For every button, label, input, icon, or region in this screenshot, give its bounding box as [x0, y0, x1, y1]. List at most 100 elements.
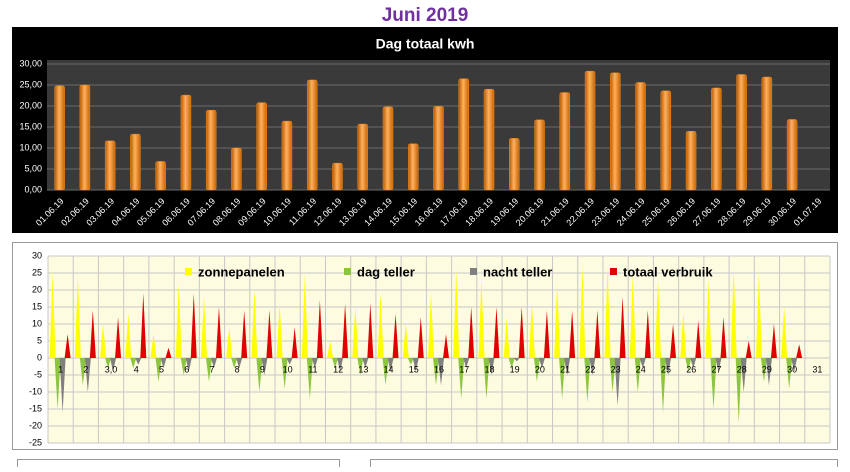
y-tick-label: -10 — [29, 386, 42, 396]
bar — [205, 109, 217, 191]
spike — [407, 358, 414, 365]
spike — [200, 296, 207, 358]
bar — [534, 119, 545, 191]
x-tick-label: 12 — [333, 364, 343, 374]
spike — [59, 358, 66, 413]
spike — [417, 317, 424, 358]
spike — [533, 358, 540, 382]
spike — [634, 358, 641, 392]
bar — [281, 120, 293, 191]
spike — [165, 347, 172, 358]
x-tick-label: 31 — [812, 364, 822, 374]
bar — [357, 123, 368, 191]
x-tick-label: 28 — [737, 364, 747, 374]
spike — [493, 307, 500, 358]
spike — [337, 358, 344, 372]
spike — [286, 358, 293, 365]
spike — [438, 358, 444, 386]
spike — [281, 358, 288, 389]
spike — [241, 310, 248, 358]
bar — [761, 76, 773, 191]
spike — [433, 358, 439, 386]
spike — [382, 358, 389, 386]
x-tick-label: 17 — [459, 364, 469, 374]
bar — [685, 130, 697, 191]
spike — [175, 283, 182, 358]
spike — [685, 358, 692, 372]
y-tick-label: 25 — [32, 267, 42, 277]
y-tick-label: 5,00 — [24, 163, 42, 173]
y-tick-label: 5 — [37, 335, 42, 345]
spike — [231, 358, 238, 369]
spike — [332, 358, 339, 369]
spike — [710, 358, 717, 409]
spike — [695, 320, 702, 358]
spike — [629, 273, 636, 358]
spike — [130, 358, 137, 369]
x-tick-label: 4 — [134, 364, 139, 374]
x-tick-label: 20 — [535, 364, 545, 374]
spike — [402, 324, 409, 358]
spike — [639, 358, 646, 369]
spike — [412, 358, 419, 372]
spike — [559, 358, 566, 399]
bar — [130, 133, 141, 191]
spike — [705, 279, 712, 358]
spike — [301, 273, 308, 358]
legend-swatch — [344, 268, 351, 275]
spike — [538, 358, 545, 369]
spike — [49, 273, 56, 358]
spike — [715, 358, 722, 372]
x-tick-label: 23 — [611, 364, 621, 374]
spike — [357, 358, 364, 375]
x-tick-label: 16 — [434, 364, 444, 374]
x-tick-label: 21 — [560, 364, 570, 374]
x-tick-label: 27 — [711, 364, 721, 374]
x-tick-label: 10 — [283, 364, 293, 374]
y-tick-label: 10 — [32, 318, 42, 328]
spike — [543, 310, 550, 358]
x-tick-label: 30 — [787, 364, 797, 374]
bar — [660, 90, 672, 191]
bar — [79, 84, 91, 191]
panel — [370, 459, 838, 470]
bar — [458, 78, 470, 191]
y-tick-label: 15 — [32, 301, 42, 311]
y-tick-label: 20,00 — [19, 100, 42, 110]
spike — [367, 303, 374, 358]
spike — [190, 293, 197, 358]
bar — [104, 140, 116, 191]
spike — [115, 317, 122, 358]
spike — [513, 358, 520, 362]
bar — [155, 161, 166, 191]
spike — [655, 279, 662, 358]
page-title: Juni 2019 — [382, 5, 469, 26]
spike — [387, 358, 394, 372]
spike — [765, 358, 772, 386]
spike — [210, 358, 217, 369]
spike — [135, 358, 142, 365]
y-tick-label: 30,00 — [19, 58, 42, 68]
spike — [428, 293, 434, 358]
x-tick-label: 5 — [159, 364, 164, 374]
spike — [140, 293, 147, 358]
bar — [256, 102, 267, 191]
spike — [781, 307, 788, 358]
x-tick-label: 14 — [384, 364, 394, 374]
spike — [185, 358, 192, 372]
spike — [614, 358, 621, 406]
bar — [433, 106, 444, 191]
y-tick-label: -15 — [29, 403, 42, 413]
spike — [458, 358, 465, 399]
bar — [711, 87, 722, 191]
bar — [306, 79, 318, 191]
bar — [610, 72, 621, 191]
spike — [276, 303, 283, 358]
spike — [251, 290, 258, 358]
spike — [483, 358, 490, 399]
bar — [180, 94, 192, 191]
x-tick-label: 6 — [184, 364, 189, 374]
spike — [740, 358, 747, 392]
spike — [155, 358, 162, 382]
